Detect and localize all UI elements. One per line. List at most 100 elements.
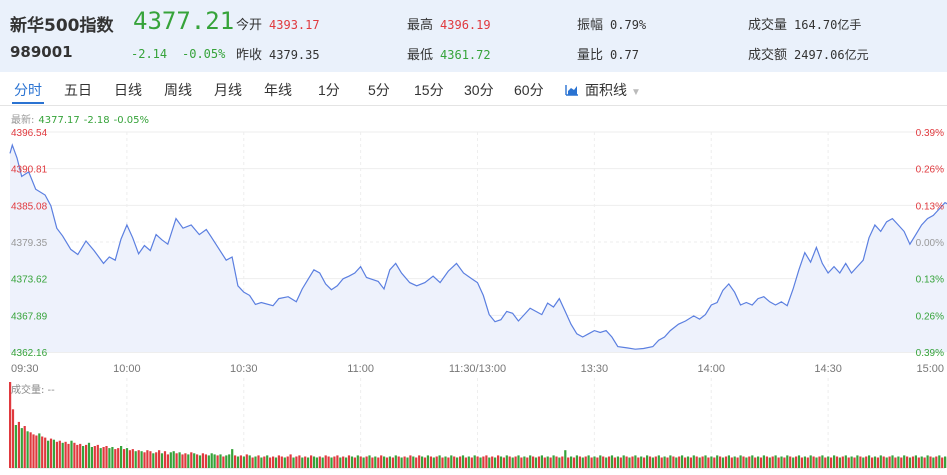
tab-5min[interactable]: 5分 [368,82,390,98]
volume-bar [82,446,85,468]
volume-bar [613,457,616,468]
volume-bar [421,456,424,468]
stat-volume-label: 成交量 [748,17,788,32]
volume-bar [93,446,96,468]
volume-bar [236,456,240,468]
y-tick-label: 4396.54 [11,128,48,139]
volume-bar [795,456,798,468]
volume-bar [926,455,929,468]
volume-bar [128,450,131,468]
volume-bar [207,455,210,468]
stat-open-label: 今开 [236,17,263,32]
tab-weekly[interactable]: 周线 [164,82,192,98]
volume-bar [108,448,111,468]
volume-bar [695,456,698,468]
y-tick-label: 4390.81 [11,165,48,176]
volume-bar [152,453,155,468]
volume-bar [17,421,20,468]
volume-bar [882,456,885,468]
volume-bar [242,456,245,468]
tab-30min[interactable]: 30分 [464,82,494,98]
volume-bar [181,454,184,468]
volume-bar [847,457,850,468]
volume-bar [941,457,944,468]
volume-bar [263,456,266,468]
volume-bar [774,455,777,468]
volume-bar [29,432,32,468]
volume-bar [686,456,690,468]
volume-bar [835,456,839,468]
volume-bar [87,442,91,468]
stat-turnover-label: 成交额 [748,47,788,62]
stat-high-label: 最高 [407,17,434,32]
volume-bar [838,457,841,468]
volume-bar [406,457,409,468]
volume-bar [356,455,359,468]
volume-bar [155,452,158,468]
current-price: 4377.21 [133,7,235,35]
volume-bar [76,444,79,468]
stat-open: 今开 4393.17 [236,14,320,33]
y-tick-label: 4367.89 [11,311,48,322]
volume-bar [330,457,333,468]
volume-bar [251,457,254,468]
volume-bar [193,453,196,468]
volume-bar [865,456,868,468]
volume-bar [274,457,278,468]
volume-bar [704,455,707,468]
latest-price: 4377.17 [38,115,80,126]
volume-bar [450,455,453,468]
volume-bar [827,456,830,468]
volume-bar [494,457,497,468]
volume-bar [739,455,742,468]
stat-prev-close-value: 4379.35 [269,48,320,62]
volume-bar [646,455,649,468]
volume-bar [593,456,596,468]
volume-bar [90,447,93,468]
volume-bar [336,455,339,468]
volume-bar [698,457,701,468]
stat-low-label: 最低 [407,47,434,62]
volume-bar [935,456,938,468]
tab-yearly[interactable]: 年线 [264,82,292,98]
volume-bar [315,457,318,468]
tab-monthly[interactable]: 月线 [214,82,242,98]
volume-bar [184,453,187,468]
volume-bar [312,456,316,468]
volume-bar [543,457,546,468]
stat-low-value: 4361.72 [440,48,491,62]
volume-bar [362,457,365,468]
volume-bar [476,456,479,468]
tab-1min[interactable]: 1分 [318,82,340,98]
volume-bar [85,444,88,468]
stat-volume-value: 164.70亿手 [794,18,862,32]
volume-bar [169,452,172,468]
tab-60min[interactable]: 60分 [514,82,544,98]
volume-bar [844,455,847,468]
volume-bar [79,443,82,468]
tab-daily[interactable]: 日线 [114,82,142,98]
volume-bar [523,456,526,468]
volume-bar [599,455,602,468]
y-tick-pct-label: 0.39% [916,128,944,139]
tab-intraday[interactable]: 分时 [14,82,42,98]
volume-bar [879,455,882,468]
volume-bar [841,456,844,468]
volume-bar [868,455,871,468]
volume-bar [499,456,503,468]
x-tick-label: 10:30 [230,363,258,375]
volume-bar [47,440,50,468]
volume-bar [347,455,351,468]
tab-five-day[interactable]: 五日 [64,82,92,98]
y-tick-label: 4362.16 [11,348,48,359]
volume-bar [272,456,275,468]
volume-bar [254,456,257,468]
volume-bar [771,456,774,468]
tab-15min[interactable]: 15分 [414,82,444,98]
x-tick-label: 15:00 [916,363,944,375]
volume-bar [228,454,231,468]
volume-bar [190,452,193,468]
volume-bar [710,456,713,468]
indicator-dropdown[interactable]: 面积线 ▼ [565,80,641,100]
